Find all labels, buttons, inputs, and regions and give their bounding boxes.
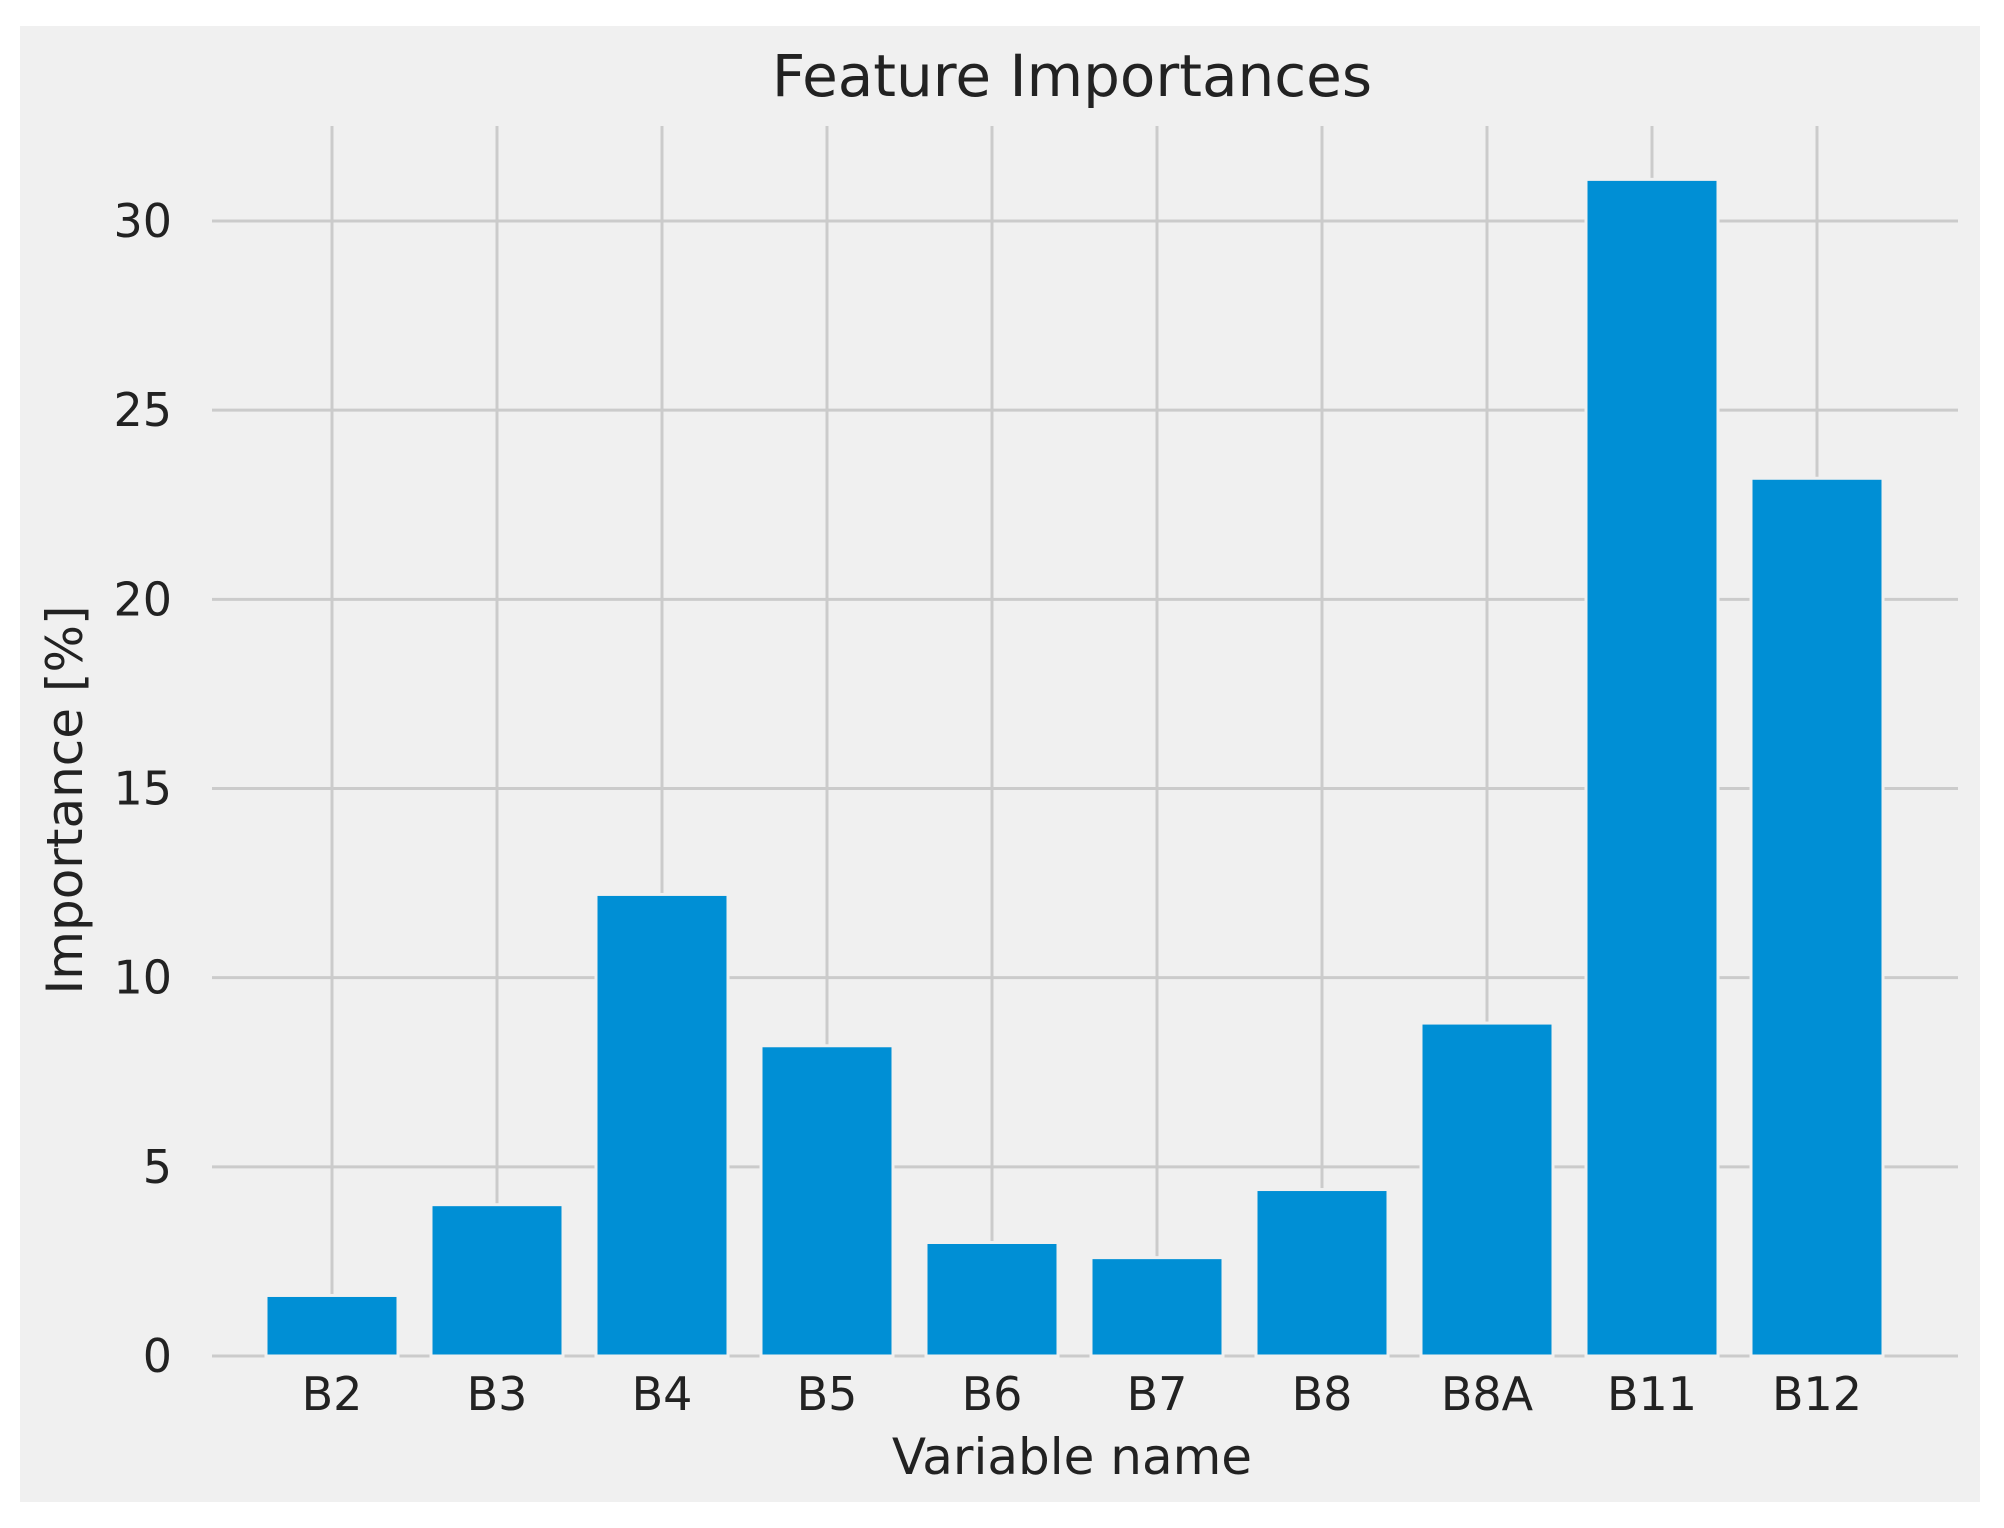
y-tick-label: 25 [113,383,172,437]
bar-b8a [1419,1021,1555,1358]
chart-title: Feature Importances [772,42,1372,110]
y-tick-label: 0 [143,1329,172,1383]
bar-b2 [264,1293,400,1358]
x-axis-label: Variable name [892,1428,1252,1486]
y-tick-labels: 0 5 10 15 20 25 30 [113,194,172,1383]
x-tick-label: B7 [1127,1367,1188,1421]
x-tick-label: B4 [632,1367,693,1421]
bar-b12 [1749,476,1885,1358]
bar-b6 [924,1241,1060,1358]
x-tick-label: B5 [797,1367,858,1421]
bar-b5 [759,1044,895,1358]
x-tick-label: B8 [1292,1367,1353,1421]
x-tick-label: B8A [1441,1367,1534,1421]
x-tick-label: B11 [1607,1367,1697,1421]
bar-b3 [429,1203,565,1358]
bar-b7 [1089,1256,1225,1358]
y-tick-label: 5 [143,1140,172,1194]
x-tick-label: B12 [1772,1367,1862,1421]
bars [264,177,1885,1358]
y-tick-label: 10 [113,951,172,1005]
y-tick-label: 15 [113,762,172,816]
y-axis-label: Importance [%] [36,606,94,995]
x-tick-label: B2 [302,1367,363,1421]
x-tick-labels: B2 B3 B4 B5 B6 B7 B8 B8A B11 B12 [302,1367,1862,1421]
bar-b11 [1584,177,1720,1358]
y-tick-label: 20 [113,572,172,626]
x-tick-label: B3 [467,1367,528,1421]
x-tick-label: B6 [962,1367,1023,1421]
y-tick-label: 30 [113,194,172,248]
bar-b8 [1254,1188,1390,1358]
bar-b4 [594,892,730,1358]
